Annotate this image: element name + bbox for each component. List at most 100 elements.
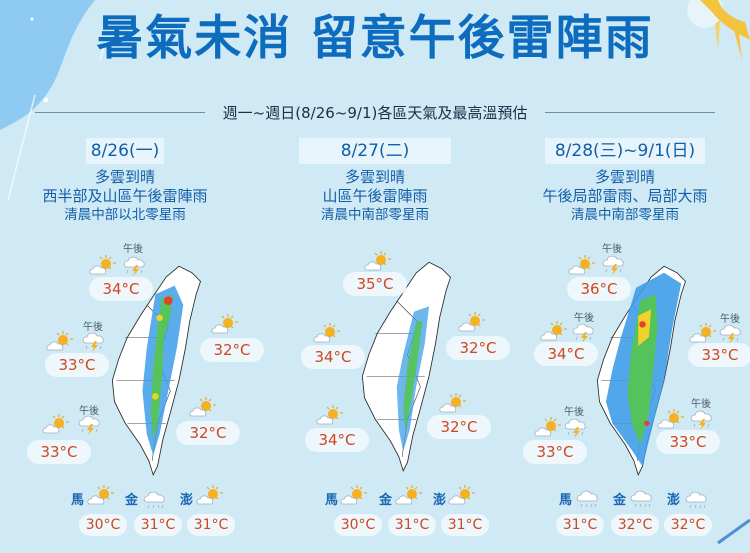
temp-east-north: 32°C	[200, 338, 264, 362]
afternoon-label: 午後	[720, 314, 740, 325]
subtitle: 週一~週日(8/26~9/1)各區天氣及最高溫預估	[222, 103, 528, 122]
desc-line-3: 清晨中南部零星雨	[321, 207, 429, 223]
subtitle-row: 週一~週日(8/26~9/1)各區天氣及最高溫預估	[35, 100, 716, 124]
afternoon-label: 午後	[83, 322, 103, 333]
temp-east-south: 32°C	[176, 421, 240, 445]
partly-sunny-icon	[195, 484, 223, 508]
rain-cloud-icon	[629, 486, 657, 510]
partly-sunny-icon	[438, 392, 466, 416]
island-kinmen-temp: 31°C	[134, 514, 182, 536]
thunderstorm-icon	[77, 412, 105, 436]
island-kinmen-temp: 31°C	[388, 514, 436, 536]
partly-sunny-icon	[394, 484, 422, 508]
thunderstorm-icon	[122, 253, 150, 277]
afternoon-label: 午後	[691, 399, 711, 410]
island-penghu-label: 澎	[433, 493, 447, 508]
temp-north: 35°C	[343, 272, 407, 296]
temp-south: 34°C	[305, 428, 369, 452]
temp-central: 34°C	[534, 342, 598, 366]
island-matsu-label: 馬	[71, 493, 85, 508]
island-penghu-label: 澎	[180, 493, 194, 508]
partly-sunny-icon	[86, 484, 114, 508]
temp-central: 34°C	[301, 345, 365, 369]
taiwan-rain-map	[95, 262, 220, 477]
panel-date: 8/27(二)	[299, 138, 451, 164]
partly-sunny-icon	[41, 413, 69, 437]
island-kinmen-label: 金	[379, 493, 393, 508]
partly-sunny-icon	[88, 254, 116, 278]
partly-sunny-icon	[539, 320, 567, 344]
partly-sunny-icon	[315, 404, 343, 428]
island-matsu-temp: 30°C	[334, 514, 382, 536]
temp-north: 36°C	[567, 277, 631, 301]
desc-line-1: 多雲到晴	[344, 168, 405, 186]
rain-cloud-icon	[575, 486, 603, 510]
panel-date: 8/28(三)~9/1(日)	[545, 138, 705, 164]
island-kinmen-label: 金	[125, 493, 139, 508]
temp-central: 33°C	[45, 353, 109, 377]
temp-east-north: 33°C	[688, 343, 750, 367]
thunderstorm-icon	[601, 252, 629, 276]
partly-sunny-icon	[533, 416, 561, 440]
partly-sunny-icon	[210, 313, 238, 337]
panel-description: 多雲到晴 山區午後雷陣雨 清晨中南部零星雨	[250, 168, 500, 225]
temp-north: 34°C	[89, 277, 153, 301]
afternoon-label: 午後	[123, 244, 143, 255]
island-matsu-label: 馬	[559, 493, 573, 508]
rain-cloud-icon	[684, 487, 712, 511]
temp-east-south: 32°C	[427, 415, 491, 439]
island-penghu-temp: 31°C	[187, 514, 235, 536]
temp-south: 33°C	[523, 440, 587, 464]
rain-cloud-icon	[142, 487, 170, 511]
thunderstorm-icon	[689, 407, 717, 431]
partly-sunny-icon	[363, 250, 391, 274]
afternoon-label: 午後	[574, 313, 594, 324]
partly-sunny-icon	[339, 484, 367, 508]
island-penghu-temp: 31°C	[441, 514, 489, 536]
desc-line-3: 清晨中南部零星雨	[571, 207, 679, 223]
forecast-panel-0828-0901: 8/28(三)~9/1(日) 多雲到晴 午後局部雷雨、局部大雨 清晨中南部零星雨	[500, 138, 750, 225]
partly-sunny-icon	[312, 322, 340, 346]
panel-description: 多雲到晴 西半部及山區午後雷陣雨 清晨中部以北零星雨	[0, 168, 250, 225]
island-penghu-temp: 32°C	[664, 514, 712, 536]
panel-date: 8/26(一)	[86, 138, 164, 164]
desc-line-2: 山區午後雷陣雨	[322, 187, 428, 205]
forecast-panel-0826: 8/26(一) 多雲到晴 西半部及山區午後雷陣雨 清晨中部以北零星雨	[0, 138, 250, 225]
panel-description: 多雲到晴 午後局部雷雨、局部大雨 清晨中南部零星雨	[500, 168, 750, 225]
partly-sunny-icon	[457, 311, 485, 335]
afternoon-label: 午後	[602, 244, 622, 255]
partly-sunny-icon	[188, 396, 216, 420]
desc-line-1: 多雲到晴	[594, 168, 655, 186]
desc-line-2: 西半部及山區午後雷陣雨	[42, 187, 208, 205]
partly-sunny-icon	[656, 408, 684, 432]
taiwan-rain-map	[345, 258, 470, 473]
thunderstorm-icon	[718, 321, 746, 345]
page-title: 暑氣未消 留意午後雷陣雨	[96, 11, 654, 66]
island-kinmen-temp: 32°C	[611, 514, 659, 536]
partly-sunny-icon	[447, 484, 475, 508]
temp-east-north: 32°C	[446, 336, 510, 360]
partly-sunny-icon	[567, 254, 595, 278]
desc-line-2: 午後局部雷雨、局部大雨	[542, 187, 708, 205]
afternoon-label: 午後	[79, 406, 99, 417]
island-matsu-temp: 30°C	[79, 514, 127, 536]
thunderstorm-icon	[81, 329, 109, 353]
forecast-panel-0827: 8/27(二) 多雲到晴 山區午後雷陣雨 清晨中南部零星雨	[250, 138, 500, 225]
island-matsu-temp: 31°C	[556, 514, 604, 536]
desc-line-3: 清晨中部以北零星雨	[64, 207, 186, 223]
temp-south: 33°C	[27, 440, 91, 464]
thunderstorm-icon	[571, 320, 599, 344]
island-kinmen-label: 金	[613, 493, 627, 508]
temp-east-south: 33°C	[656, 430, 720, 454]
island-penghu-label: 澎	[667, 493, 681, 508]
divider-right	[545, 111, 716, 113]
sun-decoration-icon	[687, 0, 750, 60]
taiwan-rain-map	[580, 262, 705, 477]
divider-left	[35, 111, 205, 113]
island-matsu-label: 馬	[325, 493, 339, 508]
partly-sunny-icon	[45, 330, 73, 354]
afternoon-label: 午後	[564, 407, 584, 418]
desc-line-1: 多雲到晴	[94, 168, 155, 186]
thunderstorm-icon	[563, 415, 591, 439]
